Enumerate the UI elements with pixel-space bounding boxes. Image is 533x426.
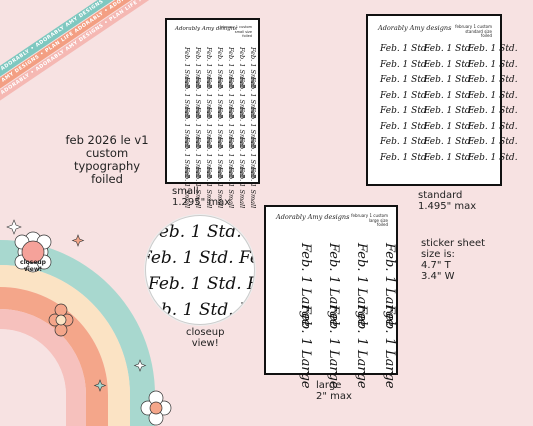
closeup-sticker-1: Feb. 1 Std. Feb. 1 Std. (148, 222, 254, 242)
caption-small-line1: small (172, 186, 199, 197)
caption-small-line2: 1.295" max (172, 197, 231, 208)
flower-label-line1: closeup (20, 259, 46, 266)
sticker-small: Feb. 1 Small (249, 47, 257, 89)
sticker-standard: Feb. 1 Std. (468, 152, 518, 163)
sticker-standard: Feb. 1 Std. (424, 90, 474, 101)
flower-icon-bottom (140, 390, 172, 426)
sticker-standard: Feb. 1 Std. (468, 44, 518, 54)
sticker-standard: Feb. 1 Std. (424, 106, 474, 116)
sticker-standard: Feb. 1 Std. (468, 59, 518, 70)
sticker-standard: Feb. 1 Std. (380, 152, 430, 163)
closeup-sticker-4: Feb. 1 Std. Feb. 1 Std. (145, 300, 254, 320)
sticker-standard: Feb. 1 Std. (380, 106, 430, 116)
rainbow-illustration (0, 219, 172, 426)
sheet-small-label: february 1 custom small size foiled (219, 25, 252, 38)
sticker-standard: Feb. 1 Std. (424, 137, 474, 147)
sticker-standard: Feb. 1 Std. (380, 121, 430, 132)
flower-icon-small (48, 303, 74, 337)
closeup-circle: Feb. 1 Std. Feb. 1 Std. Feb. 1 Std. Feb.… (145, 215, 255, 325)
sticker-standard: Feb. 1 Std. (424, 121, 474, 132)
size-info-line4: 3.4" W (421, 271, 455, 282)
caption-standard-line2: 1.495" max (418, 201, 477, 212)
sticker-large: Feb. 1 Large (382, 243, 397, 327)
closeup-sticker-2: Feb. 1 Std. Feb. 1 Std. (145, 248, 254, 268)
brand-logo: Adorably Amy designs (175, 26, 238, 32)
product-title-line3: typography (73, 159, 141, 173)
product-title-line2: custom (85, 146, 129, 160)
size-info-line1: sticker sheet (421, 238, 486, 249)
sticker-standard: Feb. 1 Std. (468, 106, 518, 116)
sticker-standard: Feb. 1 Std. (380, 59, 430, 70)
sticker-small: Feb. 1 Small (249, 137, 257, 179)
flower-label-line2: view! (23, 266, 43, 273)
sticker-small: Feb. 1 Small (249, 167, 257, 209)
sheet-standard: Adorably Amy designs february 1 custom s… (366, 14, 518, 186)
caption-small: small 1.295" max (172, 186, 230, 208)
closeup-caption-line2: view! (191, 338, 219, 349)
sticker-large: Feb. 1 Large (382, 305, 397, 389)
sheet-large-label: february 1 custom large size foiled (351, 213, 388, 227)
size-info-line2: size is: (421, 249, 455, 260)
size-info-line3: 4.7" T (421, 260, 451, 271)
sticker-standard: Feb. 1 Std. (424, 75, 474, 85)
sticker-standard: Feb. 1 Std. (468, 90, 518, 101)
sticker-standard: Feb. 1 Std. (424, 44, 474, 54)
sticker-standard: Feb. 1 Std. (380, 75, 430, 85)
sheet-standard-label: february 1 custom standard size foiled (455, 24, 492, 38)
sticker-small: Feb. 1 Small (249, 77, 257, 119)
product-title-line4: foiled (91, 172, 123, 186)
sticker-small: Feb. 1 Small (249, 107, 257, 149)
brand-logo: Adorably Amy designs (378, 24, 452, 32)
product-title-line1: feb 2026 le v1 (65, 133, 149, 147)
flower-closeup-label: closeup view! (16, 259, 50, 273)
sticker-standard: Feb. 1 Std. (468, 137, 518, 147)
caption-large-line1: large (316, 380, 342, 391)
sticker-standard: Feb. 1 Std. (468, 75, 518, 85)
sticker-grid-large: Feb. 1 Large Feb. 1 Large Feb. 1 Large Feb.… (278, 231, 397, 389)
sticker-standard: Feb. 1 Std. (424, 59, 474, 70)
sticker-standard: Feb. 1 Std. (468, 121, 518, 132)
caption-standard: standard 1.495" max (418, 190, 476, 212)
sticker-grid-standard: Feb. 1 Std. Feb. 1 Std. Feb. 1 Std. Feb. 1 … (380, 44, 518, 168)
sticker-grid-small: Feb. 1 Small Feb. 1 Small Feb. 1 Small Feb.… (175, 42, 257, 208)
caption-large-line2: 2" max (316, 391, 352, 402)
product-title: feb 2026 le v1 custom typography foiled (52, 134, 162, 186)
sticker-standard: Feb. 1 Std. (380, 90, 430, 101)
sticker-standard: Feb. 1 Std. (380, 137, 430, 147)
sticker-standard: Feb. 1 Std. (380, 44, 430, 54)
closeup-caption: closeup view! (186, 327, 224, 349)
sheet-small: Adorably Amy designs february 1 custom s… (165, 18, 260, 208)
caption-large: large 2" max (316, 380, 352, 402)
sticker-standard: Feb. 1 Std. (424, 152, 474, 163)
closeup-sticker-3: Feb. 1 Std. Feb. 1 Std. (148, 274, 254, 294)
sparkle-icon (6, 219, 147, 392)
flower-icon (14, 231, 52, 273)
size-info: sticker sheet size is: 4.7" T 3.4" W (421, 238, 485, 282)
sheet-large: Adorably Amy designs february 1 custom l… (264, 205, 398, 389)
brand-logo: Adorably Amy designs (276, 213, 350, 221)
closeup-caption-line1: closeup (186, 327, 225, 338)
caption-standard-line1: standard (418, 190, 463, 201)
